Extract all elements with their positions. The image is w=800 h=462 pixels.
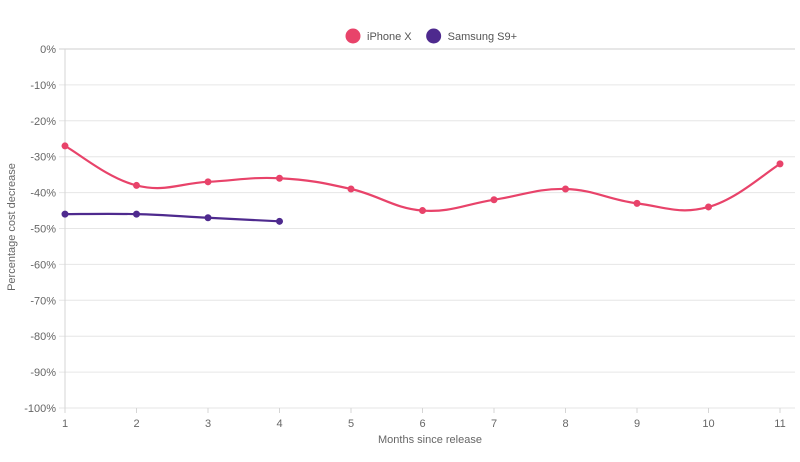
data-point[interactable] xyxy=(133,210,140,218)
data-point[interactable] xyxy=(204,214,212,222)
y-tick-label: -100% xyxy=(24,403,56,415)
data-point[interactable] xyxy=(133,181,140,189)
data-point[interactable] xyxy=(61,142,69,150)
x-tick-label: 6 xyxy=(419,418,425,430)
x-tick-label: 11 xyxy=(774,418,785,430)
legend-label: Samsung S9+ xyxy=(448,31,517,43)
legend-item[interactable]: iPhone X xyxy=(345,28,413,44)
y-tick-label: -90% xyxy=(30,367,56,379)
legend-swatch xyxy=(426,28,442,44)
data-point[interactable] xyxy=(61,210,69,218)
y-tick-label: -80% xyxy=(30,331,56,343)
x-tick-label: 4 xyxy=(276,418,282,430)
y-tick-label: -40% xyxy=(30,188,56,200)
x-tick-label: 9 xyxy=(634,418,640,430)
series-line xyxy=(64,144,781,212)
data-point[interactable] xyxy=(276,217,283,225)
data-point[interactable] xyxy=(490,196,498,204)
legend-item[interactable]: Samsung S9+ xyxy=(426,28,517,44)
data-point[interactable] xyxy=(347,185,355,193)
x-tick-label: 8 xyxy=(562,418,568,430)
x-tick-label: 1 xyxy=(62,418,68,430)
x-tick-label: 3 xyxy=(205,418,211,430)
data-point[interactable] xyxy=(204,178,212,186)
legend-label: iPhone X xyxy=(367,31,412,43)
data-point[interactable] xyxy=(633,199,641,207)
series-1 xyxy=(61,210,283,225)
gridlines xyxy=(59,48,795,409)
x-axis-title: Months since release xyxy=(378,434,482,446)
y-axis-title: Percentage cost decrease xyxy=(6,163,18,291)
data-point[interactable] xyxy=(705,203,712,211)
y-tick-label: 0% xyxy=(40,44,56,56)
legend-swatch xyxy=(345,28,361,44)
legend[interactable]: iPhone X Samsung S9+ xyxy=(345,28,518,44)
y-tick-label: -20% xyxy=(30,116,56,128)
y-axis-ticks: 0% -10% -20% -30% -40% -50% -60% -70% -80% -90% -1… xyxy=(24,44,56,415)
y-tick-label: -30% xyxy=(30,152,56,164)
y-tick-label: -50% xyxy=(30,224,56,236)
data-point[interactable] xyxy=(562,185,569,193)
series-layer xyxy=(61,142,784,225)
series-line xyxy=(64,212,280,223)
x-tick-label: 10 xyxy=(702,418,714,430)
data-point[interactable] xyxy=(419,207,426,215)
x-tick-label: 7 xyxy=(491,418,497,430)
y-tick-label: -60% xyxy=(30,259,56,271)
y-tick-label: -70% xyxy=(30,295,56,307)
series-0 xyxy=(61,142,784,215)
x-tick-label: 5 xyxy=(348,418,354,430)
data-point[interactable] xyxy=(776,160,784,168)
x-axis-ticks: 1 2 3 4 5 6 7 8 9 10 11 xyxy=(62,408,786,430)
data-point[interactable] xyxy=(276,174,283,182)
x-tick-label: 2 xyxy=(133,418,139,430)
y-tick-label: -10% xyxy=(30,80,56,92)
